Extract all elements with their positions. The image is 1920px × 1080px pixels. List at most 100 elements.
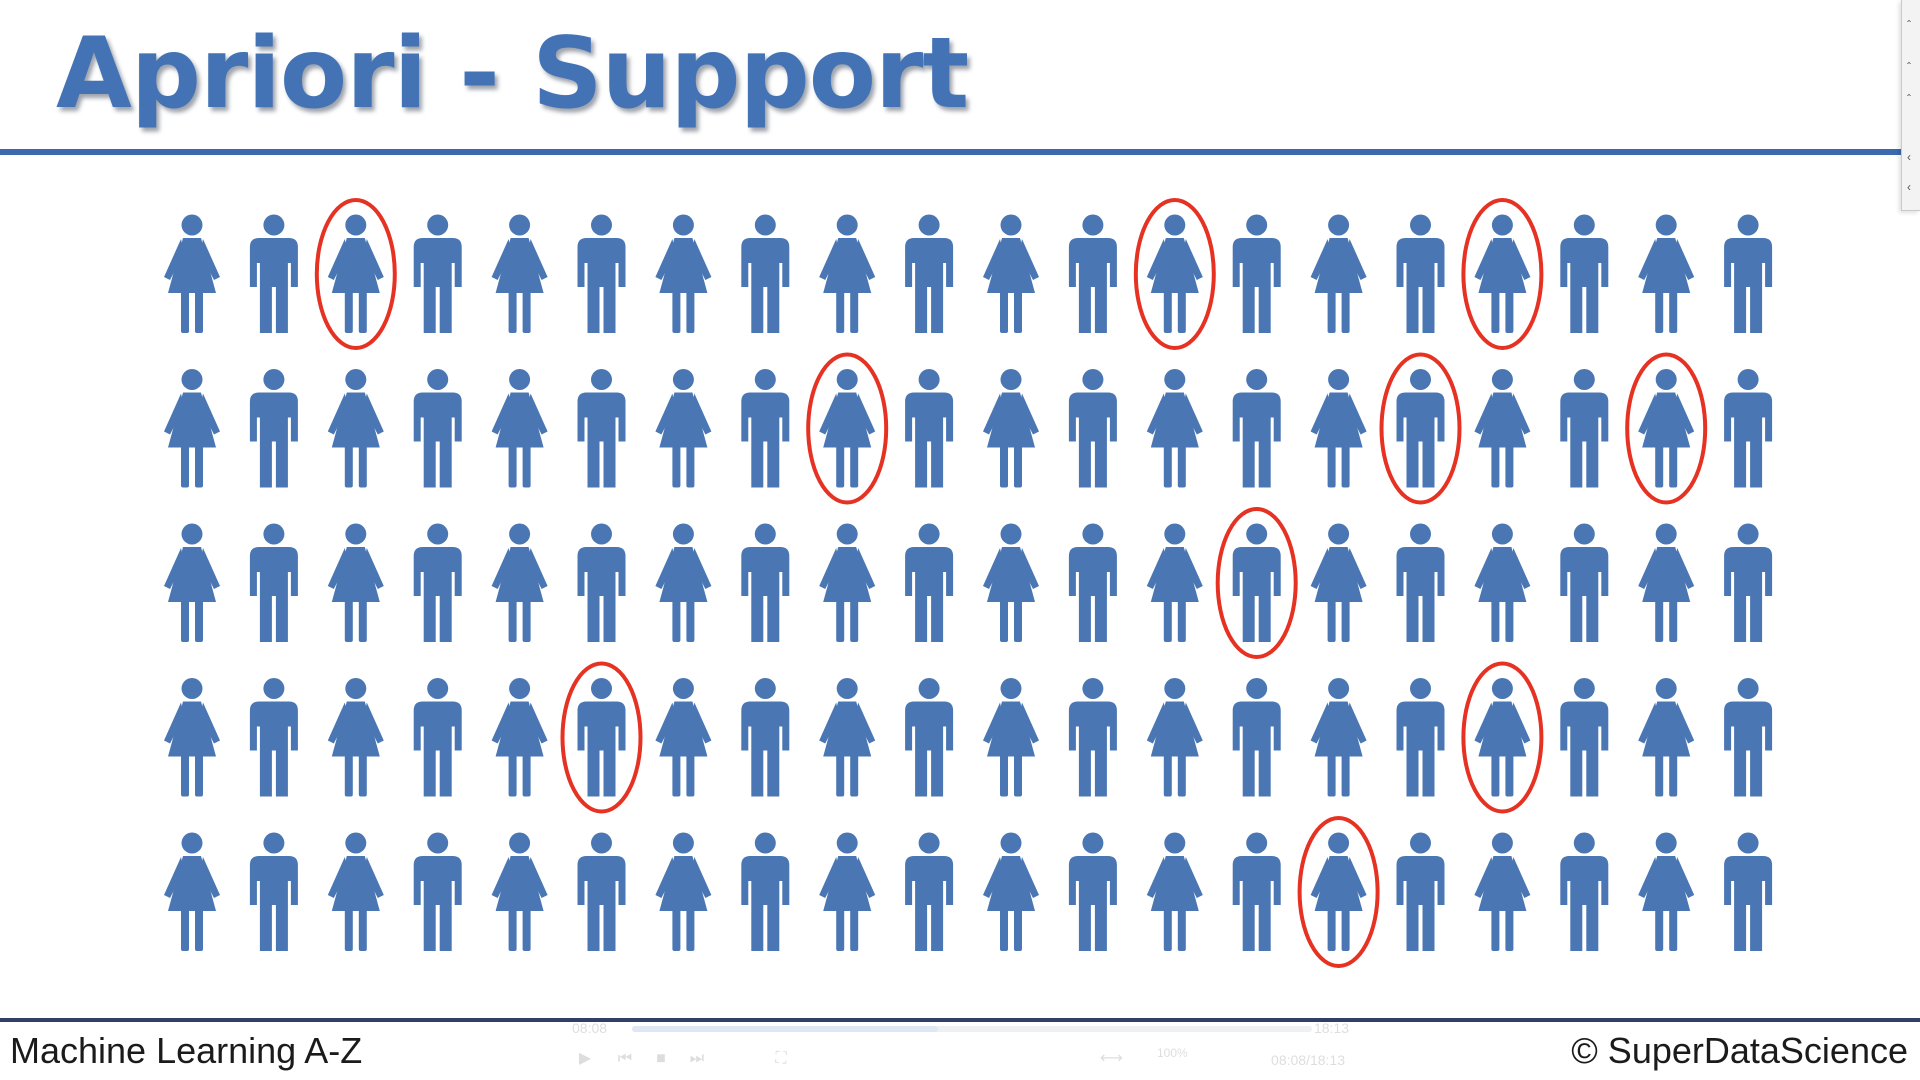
person-cell [1724, 678, 1773, 797]
chevron-up-icon[interactable]: ˆ [1907, 60, 1911, 74]
person-cell [655, 832, 712, 951]
woman-icon [1146, 523, 1203, 642]
woman-icon [655, 369, 712, 488]
progress-track[interactable] [632, 1026, 1312, 1032]
woman-icon [983, 832, 1039, 951]
chevron-left-icon[interactable]: ‹ [1907, 150, 1911, 164]
person-cell [1724, 832, 1773, 951]
person-cell [1232, 214, 1281, 333]
person-cell [819, 523, 876, 642]
person-cell [1638, 678, 1695, 797]
person-cell [1146, 832, 1203, 951]
person-cell [1310, 523, 1367, 642]
woman-icon [327, 369, 384, 488]
woman-icon [983, 214, 1039, 333]
man-icon [741, 523, 790, 642]
copyright-notice: © SuperDataScience [1571, 1030, 1908, 1071]
person-cell [905, 832, 954, 951]
woman-icon [164, 214, 220, 333]
person-cell [413, 523, 462, 642]
man-icon [413, 214, 462, 333]
man-icon [1724, 369, 1773, 488]
woman-icon [491, 369, 548, 488]
person-cell [905, 369, 954, 488]
people-grid [164, 198, 1773, 968]
man-icon [1724, 832, 1773, 951]
selection-circle [1379, 352, 1462, 505]
person-cell [1310, 214, 1367, 333]
person-cell [1068, 523, 1117, 642]
selection-circle [1133, 198, 1216, 350]
man-icon [1560, 832, 1609, 951]
woman-icon [819, 523, 876, 642]
person-cell [655, 678, 712, 797]
man-icon [905, 523, 954, 642]
selection-circle [1625, 352, 1708, 505]
woman-icon [1638, 369, 1695, 488]
person-cell [413, 832, 462, 951]
video-player-controls[interactable]: 08:08 18:13 ▶ ⏮ ■ ⏭ ⛶ ⟷ 100% 08:08/18:13 [560, 1016, 1355, 1080]
person-cell [1560, 214, 1609, 333]
man-icon [249, 369, 298, 488]
woman-icon [164, 523, 220, 642]
woman-icon [1146, 832, 1203, 951]
person-cell [1461, 198, 1544, 350]
man-icon [741, 832, 790, 951]
person-cell [1474, 523, 1531, 642]
person-cell [1461, 661, 1544, 814]
person-cell [905, 214, 954, 333]
volume-level[interactable]: 100% [1157, 1046, 1188, 1060]
progress-fill [632, 1026, 938, 1032]
play-icon[interactable]: ▶ [578, 1050, 592, 1067]
chevron-up-icon[interactable]: ˆ [1907, 18, 1911, 32]
man-icon [905, 369, 954, 488]
person-cell [819, 214, 876, 333]
chevron-up-icon[interactable]: ˆ [1907, 92, 1911, 106]
woman-icon [1638, 214, 1695, 333]
woman-icon [327, 832, 384, 951]
skip-forward-icon[interactable]: ⏭ [689, 1050, 705, 1067]
person-cell [655, 369, 712, 488]
person-cell [983, 369, 1039, 488]
loop-icon[interactable]: ⟷ [1100, 1050, 1123, 1067]
skip-back-icon[interactable]: ⏮ [617, 1050, 633, 1067]
man-icon [413, 832, 462, 951]
man-icon [413, 523, 462, 642]
man-icon [1068, 369, 1117, 488]
person-cell [413, 214, 462, 333]
selection-circle [1297, 816, 1380, 968]
stop-icon[interactable]: ■ [656, 1050, 666, 1067]
person-cell [1396, 214, 1445, 333]
man-icon [1560, 678, 1609, 797]
fullscreen-icon[interactable]: ⛶ [775, 1050, 787, 1067]
selection-circle [1461, 198, 1544, 350]
man-icon [741, 214, 790, 333]
woman-icon [491, 832, 548, 951]
woman-icon [491, 523, 548, 642]
woman-icon [655, 678, 712, 797]
man-icon [1560, 523, 1609, 642]
woman-icon [983, 369, 1039, 488]
man-icon [577, 214, 626, 333]
woman-icon [1310, 523, 1367, 642]
person-cell [1724, 523, 1773, 642]
side-panel-handle[interactable]: ˆ ˆ ˆ ‹ ‹ [1901, 0, 1920, 211]
chevron-left-icon[interactable]: ‹ [1907, 180, 1911, 194]
person-cell [249, 214, 298, 333]
person-cell [577, 369, 626, 488]
man-icon [1560, 369, 1609, 488]
person-cell [1396, 678, 1445, 797]
woman-icon [1474, 523, 1531, 642]
person-cell [491, 832, 548, 951]
person-cell [1724, 214, 1773, 333]
man-icon [1396, 214, 1445, 333]
man-icon [1396, 678, 1445, 797]
person-cell [1068, 832, 1117, 951]
woman-icon [1146, 678, 1203, 797]
person-cell [1396, 523, 1445, 642]
person-cell [741, 369, 790, 488]
person-cell [164, 523, 220, 642]
man-icon [1232, 214, 1281, 333]
selection-circle [806, 352, 889, 505]
person-cell [249, 678, 298, 797]
